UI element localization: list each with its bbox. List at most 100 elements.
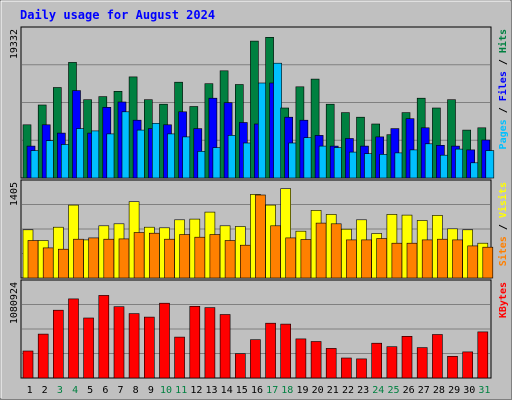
bar-pages-day-14 <box>227 135 237 179</box>
bar-sites-day-8 <box>133 232 145 279</box>
bar-pages-day-28 <box>440 154 449 179</box>
x-tick-label: 5 <box>87 385 93 396</box>
bar-kbytes-day-25 <box>386 346 398 379</box>
x-tick-label: 20 <box>312 385 324 396</box>
bar-sites-day-19 <box>300 239 312 279</box>
legend-entry: / <box>498 53 509 71</box>
bar-kbytes-day-15 <box>235 353 246 379</box>
bar-kbytes-day-2 <box>37 333 49 379</box>
bar-pages-day-22 <box>349 151 358 179</box>
legend-entry: Files <box>497 71 509 101</box>
y-max-label: 19332 <box>9 29 20 59</box>
bar-sites-day-12 <box>194 236 206 279</box>
bar-sites-day-31 <box>482 246 494 279</box>
bar-pages-day-3 <box>60 144 70 179</box>
bar-sites-day-1 <box>27 240 39 279</box>
bar-sites-day-3 <box>57 248 69 279</box>
bar-pages-day-17 <box>273 62 282 179</box>
legend-entry: Pages <box>498 119 509 149</box>
bar-pages-day-1 <box>30 150 40 179</box>
y-max-label: 1405 <box>9 182 20 206</box>
y-max-label: 1080924 <box>9 282 20 324</box>
bar-sites-day-13 <box>209 234 221 279</box>
bar-pages-day-26 <box>409 149 419 179</box>
bar-pages-day-5 <box>91 130 100 179</box>
x-tick-label: 21 <box>327 385 339 396</box>
bar-sites-day-25 <box>391 242 403 279</box>
bar-kbytes-day-1 <box>22 350 34 379</box>
legend-entry: Visits <box>497 182 509 218</box>
bar-pages-day-6 <box>106 133 116 179</box>
bar-pages-day-10 <box>167 133 176 179</box>
bar-kbytes-day-6 <box>98 295 110 379</box>
x-tick-label: 13 <box>205 385 217 396</box>
x-tick-label: 24 <box>372 385 384 396</box>
bar-sites-day-27 <box>421 239 433 279</box>
bar-kbytes-day-28 <box>432 334 443 379</box>
chart-panels: 19332 Pages / Files / Hits 1405 Sites / Vis… <box>9 26 509 379</box>
x-tick-label: 3 <box>57 385 63 396</box>
bar-kbytes-day-8 <box>128 313 140 379</box>
bar-sites-day-24 <box>376 238 388 279</box>
panel-visits-sites: 1405 Sites / Visits <box>9 179 509 279</box>
x-tick-label: 17 <box>266 385 278 396</box>
bar-sites-day-5 <box>88 237 99 279</box>
bar-pages-day-23 <box>364 153 373 179</box>
x-tick-label: 30 <box>463 385 475 396</box>
bar-kbytes-day-10 <box>159 302 170 379</box>
bar-sites-day-22 <box>346 239 357 279</box>
bar-pages-day-21 <box>333 147 343 179</box>
panel-kbytes: 1080924 KBytes <box>9 279 509 379</box>
x-tick-label: 14 <box>221 385 233 396</box>
bar-sites-day-29 <box>452 239 463 279</box>
x-tick-label: 12 <box>190 385 202 396</box>
bar-kbytes-day-17 <box>265 322 276 379</box>
bar-pages-day-8 <box>136 129 146 179</box>
bar-sites-day-16 <box>255 194 266 279</box>
bar-kbytes-day-22 <box>341 357 352 379</box>
bar-sites-day-4 <box>73 238 84 279</box>
bar-pages-day-11 <box>182 136 191 179</box>
x-tick-label: 7 <box>117 385 123 396</box>
bar-sites-day-20 <box>315 222 327 279</box>
x-tick-label: 29 <box>448 385 460 396</box>
x-tick-label: 1 <box>27 385 33 396</box>
bar-kbytes-day-12 <box>189 305 201 379</box>
panel-legend: KBytes <box>498 282 509 318</box>
bar-kbytes-day-9 <box>144 316 155 379</box>
bar-pages-day-18 <box>288 142 298 179</box>
bar-sites-day-30 <box>467 245 479 279</box>
bar-kbytes-day-5 <box>83 317 94 379</box>
bar-kbytes-day-24 <box>371 342 383 379</box>
panel-hits-files-pages: 19332 Pages / Files / Hits <box>9 26 509 179</box>
x-tick-label: 18 <box>281 385 293 396</box>
panel-legend: Pages / Files / Hits <box>497 29 509 149</box>
bar-pages-day-27 <box>424 143 434 179</box>
legend-entry: / <box>498 218 509 236</box>
bar-kbytes-day-4 <box>68 298 79 379</box>
bar-kbytes-day-18 <box>280 323 292 379</box>
x-tick-label: 2 <box>42 385 48 396</box>
bar-sites-day-14 <box>224 240 236 279</box>
bar-sites-day-26 <box>406 242 418 279</box>
bar-sites-day-15 <box>240 244 251 279</box>
bar-sites-day-10 <box>164 238 175 279</box>
bar-kbytes-day-29 <box>447 355 458 379</box>
x-tick-label: 19 <box>296 385 308 396</box>
bar-sites-day-28 <box>437 238 448 279</box>
x-tick-label: 26 <box>403 385 415 396</box>
x-tick-label: 28 <box>433 385 445 396</box>
bar-kbytes-day-19 <box>295 338 307 379</box>
bar-sites-day-2 <box>42 247 54 279</box>
bar-kbytes-day-20 <box>310 341 322 379</box>
bar-pages-day-20 <box>318 145 328 179</box>
bar-pages-day-16 <box>258 82 267 179</box>
bar-kbytes-day-11 <box>174 336 185 379</box>
x-tick-label: 9 <box>148 385 154 396</box>
bar-pages-day-31 <box>485 150 495 179</box>
legend-entry: Hits <box>497 29 509 53</box>
bar-pages-day-24 <box>379 154 389 179</box>
bar-kbytes-day-7 <box>113 306 125 379</box>
legend-entry: KBytes <box>498 282 509 318</box>
